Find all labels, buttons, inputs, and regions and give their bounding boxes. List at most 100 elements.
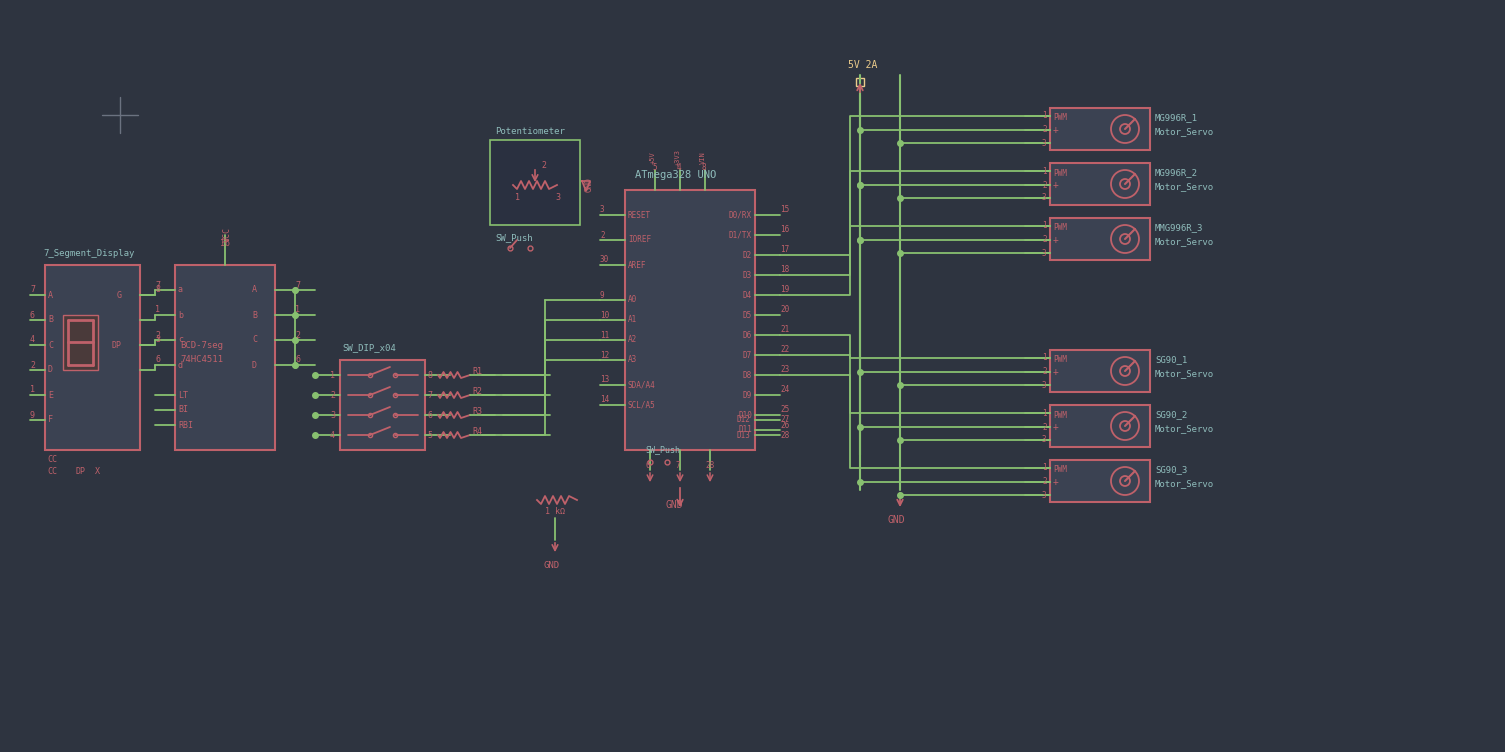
Text: R2: R2 <box>473 387 482 396</box>
Text: 5: 5 <box>427 430 432 439</box>
Text: 1: 1 <box>30 386 35 395</box>
Text: 26: 26 <box>780 420 789 429</box>
Text: b: b <box>178 311 184 320</box>
Text: 19: 19 <box>780 286 789 295</box>
Text: 1: 1 <box>155 305 160 314</box>
Text: GND: GND <box>585 177 594 193</box>
Text: 8: 8 <box>701 163 707 172</box>
Text: IOREF: IOREF <box>628 235 652 244</box>
Text: 21: 21 <box>780 326 789 335</box>
Bar <box>491 140 579 225</box>
Text: +: + <box>1054 477 1060 487</box>
Text: 1: 1 <box>1041 408 1046 417</box>
Bar <box>625 190 756 450</box>
Text: 3: 3 <box>1041 381 1046 390</box>
Text: 5: 5 <box>652 163 656 172</box>
Text: 24: 24 <box>780 386 789 395</box>
Text: 3: 3 <box>600 205 605 214</box>
Text: 8: 8 <box>427 371 432 380</box>
Text: D1/TX: D1/TX <box>728 231 752 239</box>
Text: A: A <box>251 286 257 295</box>
Text: d: d <box>178 360 184 369</box>
Text: D: D <box>48 365 53 374</box>
Text: 23: 23 <box>780 365 789 374</box>
Text: Motor_Servo: Motor_Servo <box>1154 369 1215 378</box>
Text: 18: 18 <box>780 265 789 274</box>
Text: Motor_Servo: Motor_Servo <box>1154 183 1215 192</box>
Text: 6: 6 <box>295 356 299 365</box>
Text: B: B <box>48 316 53 325</box>
Text: DP: DP <box>75 468 84 477</box>
Text: 7: 7 <box>676 460 680 469</box>
Text: 2: 2 <box>540 160 546 169</box>
Text: 30: 30 <box>600 256 610 265</box>
Text: PWM: PWM <box>1054 223 1067 232</box>
Text: 2: 2 <box>295 330 299 339</box>
Text: +: + <box>1054 125 1060 135</box>
Text: A2: A2 <box>628 335 637 344</box>
Text: 2: 2 <box>330 390 336 399</box>
Text: C: C <box>48 341 53 350</box>
Text: 4: 4 <box>30 335 35 344</box>
Text: SW_Push: SW_Push <box>646 445 680 454</box>
Bar <box>340 360 424 450</box>
Text: 17: 17 <box>780 245 789 254</box>
Text: D13: D13 <box>736 430 749 439</box>
Text: Potentiometer: Potentiometer <box>495 128 564 137</box>
Text: 3: 3 <box>1041 490 1046 499</box>
Text: C: C <box>251 335 257 344</box>
Text: R3: R3 <box>473 408 482 417</box>
Text: D12: D12 <box>736 416 749 424</box>
Text: 7: 7 <box>155 280 160 290</box>
Text: D7: D7 <box>743 350 752 359</box>
Text: 7_Segment_Display: 7_Segment_Display <box>44 248 134 257</box>
Text: 4: 4 <box>677 163 682 172</box>
Text: SG90_3: SG90_3 <box>1154 465 1187 475</box>
Text: 1: 1 <box>1041 166 1046 175</box>
Text: CC: CC <box>47 468 57 477</box>
Text: MG996R_1: MG996R_1 <box>1154 114 1198 123</box>
Text: 13: 13 <box>600 375 610 384</box>
Text: 2: 2 <box>1041 478 1046 487</box>
Text: D0/RX: D0/RX <box>728 211 752 220</box>
Bar <box>1050 108 1150 150</box>
Text: 6: 6 <box>646 460 650 469</box>
Text: GND: GND <box>888 515 906 525</box>
Text: SW_Push: SW_Push <box>495 234 533 242</box>
Text: SDA/A4: SDA/A4 <box>628 381 656 390</box>
Text: +: + <box>1054 180 1060 190</box>
Text: 1: 1 <box>1041 111 1046 120</box>
Text: GND: GND <box>543 560 560 569</box>
Text: 2: 2 <box>1041 235 1046 244</box>
Text: B: B <box>251 311 257 320</box>
Text: BCD-7seg: BCD-7seg <box>181 341 223 350</box>
Text: 28: 28 <box>704 460 715 469</box>
Text: 74HC4511: 74HC4511 <box>181 355 223 364</box>
Text: 7: 7 <box>295 280 299 290</box>
Text: Motor_Servo: Motor_Servo <box>1154 128 1215 137</box>
Text: A0: A0 <box>628 296 637 305</box>
Bar <box>63 315 98 370</box>
Text: 9: 9 <box>600 290 605 299</box>
Text: 2: 2 <box>1041 368 1046 377</box>
Text: LT: LT <box>178 390 188 399</box>
Text: Motor_Servo: Motor_Servo <box>1154 238 1215 247</box>
Text: 9: 9 <box>30 411 35 420</box>
Text: R4: R4 <box>473 427 482 436</box>
Bar <box>1050 218 1150 260</box>
Text: DP: DP <box>111 341 122 350</box>
Text: 6: 6 <box>30 311 35 320</box>
Text: PWM: PWM <box>1054 168 1067 177</box>
Text: RESET: RESET <box>628 211 652 220</box>
Text: Motor_Servo: Motor_Servo <box>1154 424 1215 433</box>
Text: 1: 1 <box>1041 353 1046 362</box>
Text: 20: 20 <box>780 305 789 314</box>
Text: +3V3: +3V3 <box>676 150 680 166</box>
Text: PWM: PWM <box>1054 114 1067 123</box>
Text: 12: 12 <box>600 350 610 359</box>
Text: 3: 3 <box>1041 138 1046 147</box>
Text: +: + <box>1054 235 1060 245</box>
Text: 3: 3 <box>1041 193 1046 202</box>
Bar <box>1050 405 1150 447</box>
Text: AREF: AREF <box>628 260 647 269</box>
